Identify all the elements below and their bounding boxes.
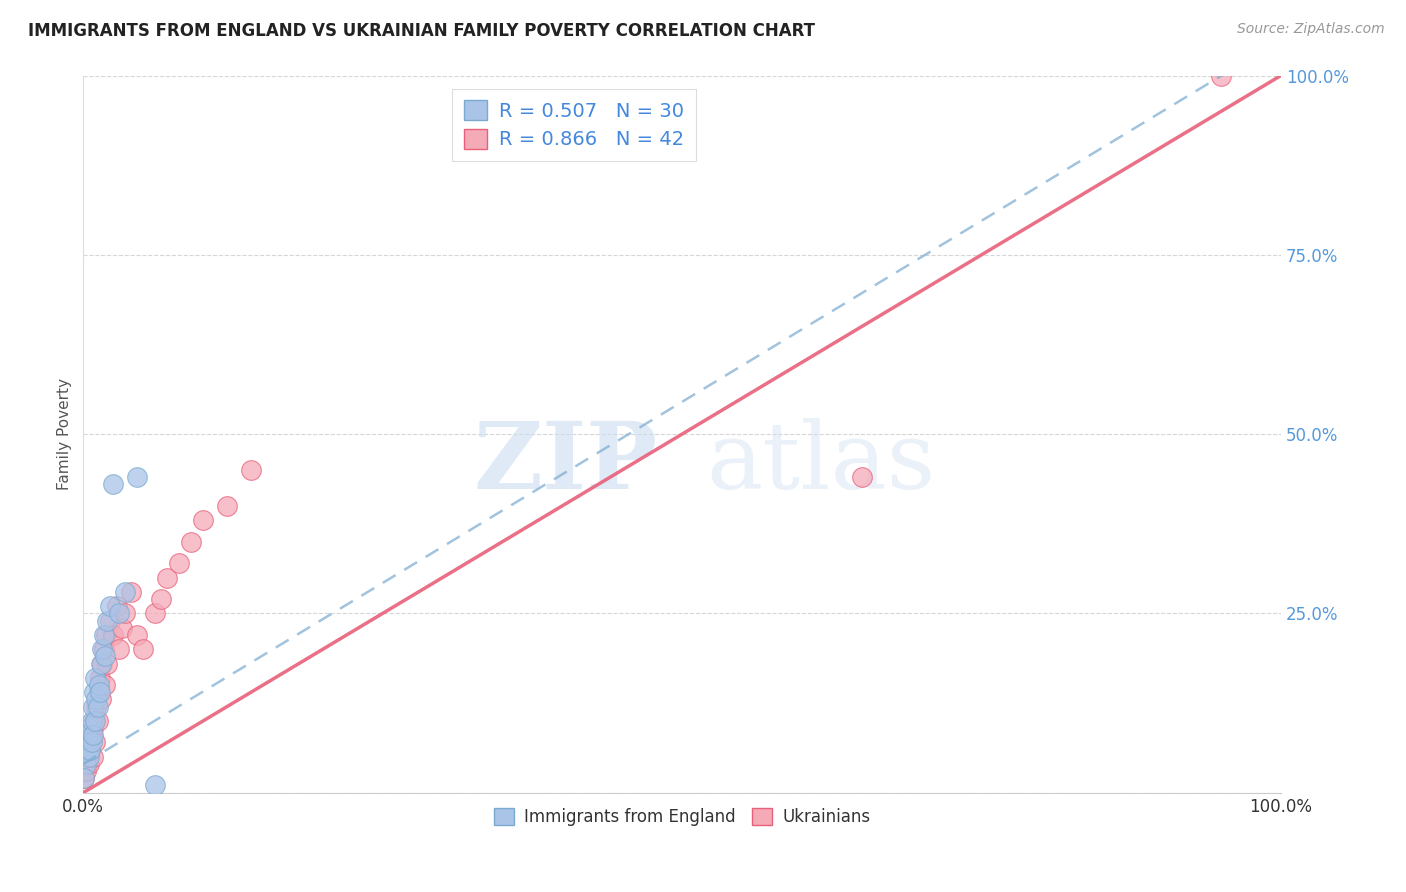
- Point: [75, 764, 97, 779]
- Point: [76, 742, 98, 756]
- Point: [87, 678, 110, 692]
- Point: [86, 714, 108, 728]
- Point: [83, 685, 105, 699]
- Point: [94, 678, 117, 692]
- Point: [191, 513, 214, 527]
- Point: [180, 534, 202, 549]
- Point: [75, 756, 97, 771]
- Point: [90, 692, 112, 706]
- Point: [98, 599, 121, 614]
- Point: [132, 642, 155, 657]
- Point: [76, 728, 98, 742]
- Text: atlas: atlas: [706, 417, 935, 508]
- Point: [86, 699, 108, 714]
- Y-axis label: Family Poverty: Family Poverty: [58, 378, 72, 490]
- Point: [215, 499, 238, 513]
- Text: ZIP: ZIP: [474, 417, 658, 508]
- Point: [84, 735, 107, 749]
- Point: [83, 714, 105, 728]
- Point: [77, 756, 100, 771]
- Point: [103, 628, 125, 642]
- Point: [73, 772, 96, 786]
- Point: [1209, 69, 1232, 83]
- Text: Source: ZipAtlas.com: Source: ZipAtlas.com: [1237, 22, 1385, 37]
- Point: [82, 721, 104, 735]
- Point: [110, 621, 132, 635]
- Point: [77, 735, 100, 749]
- Legend: Immigrants from England, Ukrainians: Immigrants from England, Ukrainians: [485, 800, 879, 835]
- Point: [98, 614, 121, 628]
- Point: [156, 570, 179, 584]
- Point: [77, 749, 100, 764]
- Point: [89, 671, 111, 685]
- Point: [127, 470, 149, 484]
- Point: [80, 728, 103, 742]
- Point: [105, 599, 128, 614]
- Point: [93, 642, 115, 657]
- Point: [82, 749, 104, 764]
- Point: [79, 742, 101, 756]
- Point: [239, 463, 262, 477]
- Point: [96, 657, 118, 671]
- Point: [77, 749, 100, 764]
- Point: [91, 657, 114, 671]
- Point: [103, 477, 125, 491]
- Point: [76, 756, 98, 771]
- Point: [93, 628, 115, 642]
- Point: [851, 470, 873, 484]
- Point: [73, 772, 96, 786]
- Point: [114, 607, 136, 621]
- Point: [84, 671, 107, 685]
- Point: [77, 735, 100, 749]
- Point: [86, 699, 108, 714]
- Text: IMMIGRANTS FROM ENGLAND VS UKRAINIAN FAMILY POVERTY CORRELATION CHART: IMMIGRANTS FROM ENGLAND VS UKRAINIAN FAM…: [28, 22, 815, 40]
- Point: [96, 614, 118, 628]
- Point: [80, 714, 103, 728]
- Point: [150, 592, 173, 607]
- Point: [108, 607, 131, 621]
- Point: [120, 585, 142, 599]
- Point: [108, 642, 131, 657]
- Point: [86, 692, 108, 706]
- Point: [90, 657, 112, 671]
- Point: [94, 628, 117, 642]
- Point: [143, 607, 166, 621]
- Point: [82, 728, 104, 742]
- Point: [167, 556, 190, 570]
- Point: [91, 642, 114, 657]
- Point: [79, 742, 101, 756]
- Point: [76, 742, 98, 756]
- Point: [94, 649, 117, 664]
- Point: [84, 714, 107, 728]
- Point: [82, 699, 104, 714]
- Point: [89, 685, 111, 699]
- Point: [77, 721, 100, 735]
- Point: [127, 628, 149, 642]
- Point: [143, 779, 166, 793]
- Point: [87, 685, 110, 699]
- Point: [80, 735, 103, 749]
- Point: [114, 585, 136, 599]
